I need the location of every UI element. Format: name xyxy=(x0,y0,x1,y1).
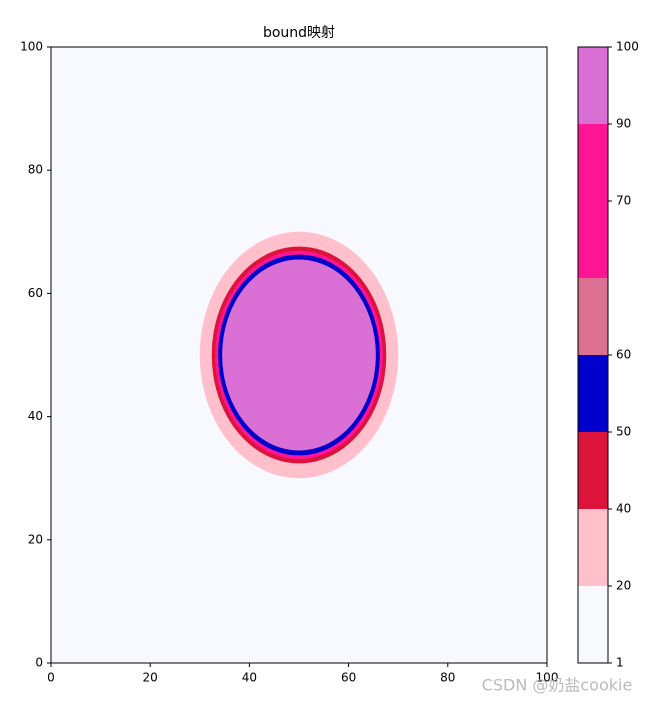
colorbar-tick-label: 90 xyxy=(616,117,631,131)
x-tick-label: 100 xyxy=(536,671,559,685)
colorbar-segment xyxy=(578,586,608,663)
plot-frame xyxy=(50,46,548,664)
heatmap-region xyxy=(222,259,376,451)
x-tick-label: 60 xyxy=(341,671,356,685)
colorbar-segment xyxy=(578,509,608,586)
y-tick-label: 100 xyxy=(20,40,43,54)
chart-title: bound映射 xyxy=(263,25,335,41)
y-tick-label: 20 xyxy=(28,532,43,546)
colorbar-tick-label: 40 xyxy=(616,502,631,516)
colorbar-tick-label: 20 xyxy=(616,579,631,593)
watermark: CSDN @奶盐cookie xyxy=(482,676,633,695)
y-tick-label: 80 xyxy=(28,163,43,177)
colorbar-segment xyxy=(578,201,608,278)
x-tick-label: 40 xyxy=(242,671,257,685)
y-tick-label: 0 xyxy=(35,656,43,670)
colorbar-segment xyxy=(578,355,608,432)
x-tick-label: 20 xyxy=(143,671,158,685)
x-tick-label: 0 xyxy=(47,671,55,685)
colorbar-segment xyxy=(578,47,608,124)
colorbar-segment xyxy=(578,278,608,355)
colorbar-tick-label: 1 xyxy=(616,656,624,670)
y-tick-label: 60 xyxy=(28,286,43,300)
colorbar-tick-label: 100 xyxy=(616,40,639,54)
colorbar-segment xyxy=(578,432,608,509)
colorbar-tick-label: 50 xyxy=(616,425,631,439)
colorbar-tick-label: 60 xyxy=(616,348,631,362)
colorbar-segment xyxy=(578,124,608,201)
y-tick-label: 40 xyxy=(28,409,43,423)
x-tick-label: 80 xyxy=(440,671,455,685)
colorbar-tick-label: 70 xyxy=(616,194,631,208)
